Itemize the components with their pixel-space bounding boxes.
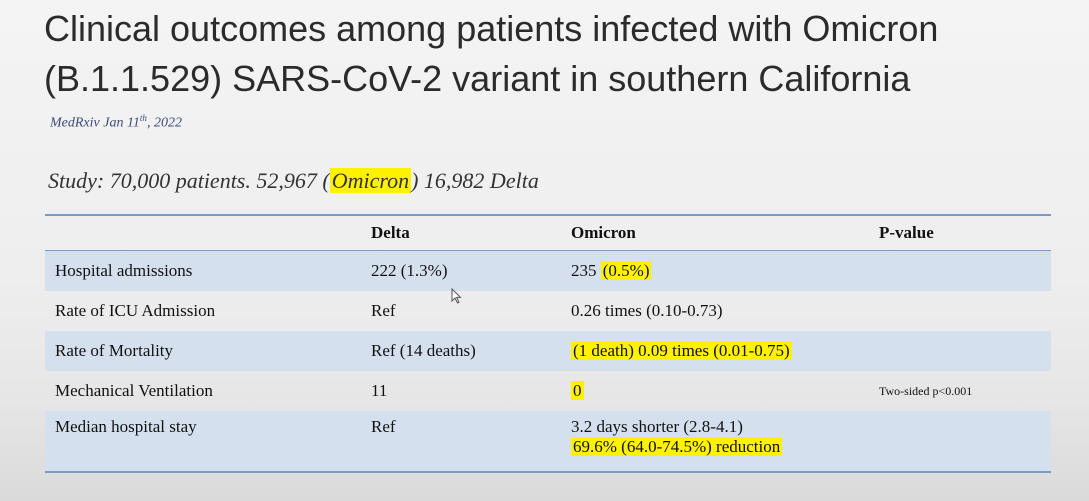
omicron-highlight: (0.5%) — [600, 261, 652, 280]
slide-title: Clinical outcomes among patients infecte… — [44, 8, 939, 99]
omicron-highlight: 0 — [571, 381, 584, 400]
omicron-text: 235 — [571, 261, 601, 280]
delta-cell: Ref (14 deaths) — [361, 331, 561, 371]
table-row: Rate of Mortality Ref (14 deaths) (1 dea… — [45, 331, 1051, 371]
table-row: Hospital admissions 222 (1.3%) 235 (0.5%… — [45, 250, 1051, 291]
table-row: Median hospital stay Ref 3.2 days shorte… — [45, 411, 1051, 472]
pvalue-cell — [869, 331, 1051, 371]
omicron-cell: 0.26 times (0.10-0.73) — [561, 291, 869, 331]
delta-cell: Ref — [361, 411, 561, 472]
pvalue-cell: Two-sided p<0.001 — [879, 383, 973, 398]
omicron-text: 0.26 times (0.10-0.73) — [571, 301, 723, 320]
mouse-cursor-icon — [451, 288, 462, 304]
table-row: Rate of ICU Admission Ref 0.26 times (0.… — [45, 291, 1051, 331]
omicron-cell: 0 — [561, 371, 869, 411]
omicron-cell: (1 death) 0.09 times (0.01-0.75) — [561, 331, 869, 371]
delta-cell: 222 (1.3%) — [361, 250, 561, 291]
omicron-cell: 3.2 days shorter (2.8-4.1) 69.6% (64.0-74… — [561, 411, 869, 472]
row-label: Rate of ICU Admission — [55, 301, 216, 320]
study-suffix: ) 16,982 Delta — [411, 168, 539, 193]
row-label: Hospital admissions — [45, 250, 361, 291]
study-summary: Study: 70,000 patients. 52,967 (Omicron)… — [48, 168, 539, 194]
omicron-text: 3.2 days shorter (2.8-4.1) — [571, 417, 743, 436]
row-label: Mechanical Ventilation — [55, 381, 213, 400]
pvalue-cell — [869, 250, 1051, 291]
omicron-cell: 235 (0.5%) — [561, 250, 869, 291]
source-suffix: , 2022 — [146, 115, 182, 131]
source-citation: MedRxiv Jan 11th, 2022 — [50, 113, 182, 132]
study-prefix: Study: 70,000 patients. 52,967 ( — [48, 168, 330, 193]
study-highlight: Omicron — [329, 168, 412, 193]
omicron-highlight: (1 death) 0.09 times (0.01-0.75) — [571, 341, 792, 360]
source-prefix: MedRxiv Jan 11 — [50, 115, 140, 131]
header-delta: Delta — [361, 215, 561, 251]
row-label: Median hospital stay — [45, 411, 361, 472]
pvalue-cell — [869, 411, 1051, 472]
header-omicron: Omicron — [561, 215, 869, 251]
row-label: Rate of Mortality — [45, 331, 361, 371]
delta-cell: 11 — [371, 381, 388, 400]
outcomes-table: Delta Omicron P-value Hospital admission… — [45, 214, 1051, 473]
pvalue-cell — [869, 291, 1051, 331]
omicron-highlight: 69.6% (64.0-74.5%) reduction — [571, 437, 783, 456]
table-row: Mechanical Ventilation 11 0 Two-sided p<… — [45, 371, 1051, 411]
source-sup: th — [139, 113, 147, 123]
header-label — [45, 215, 361, 251]
table-header-row: Delta Omicron P-value — [45, 215, 1051, 251]
header-pvalue: P-value — [869, 215, 1051, 251]
delta-cell: Ref — [371, 301, 396, 320]
